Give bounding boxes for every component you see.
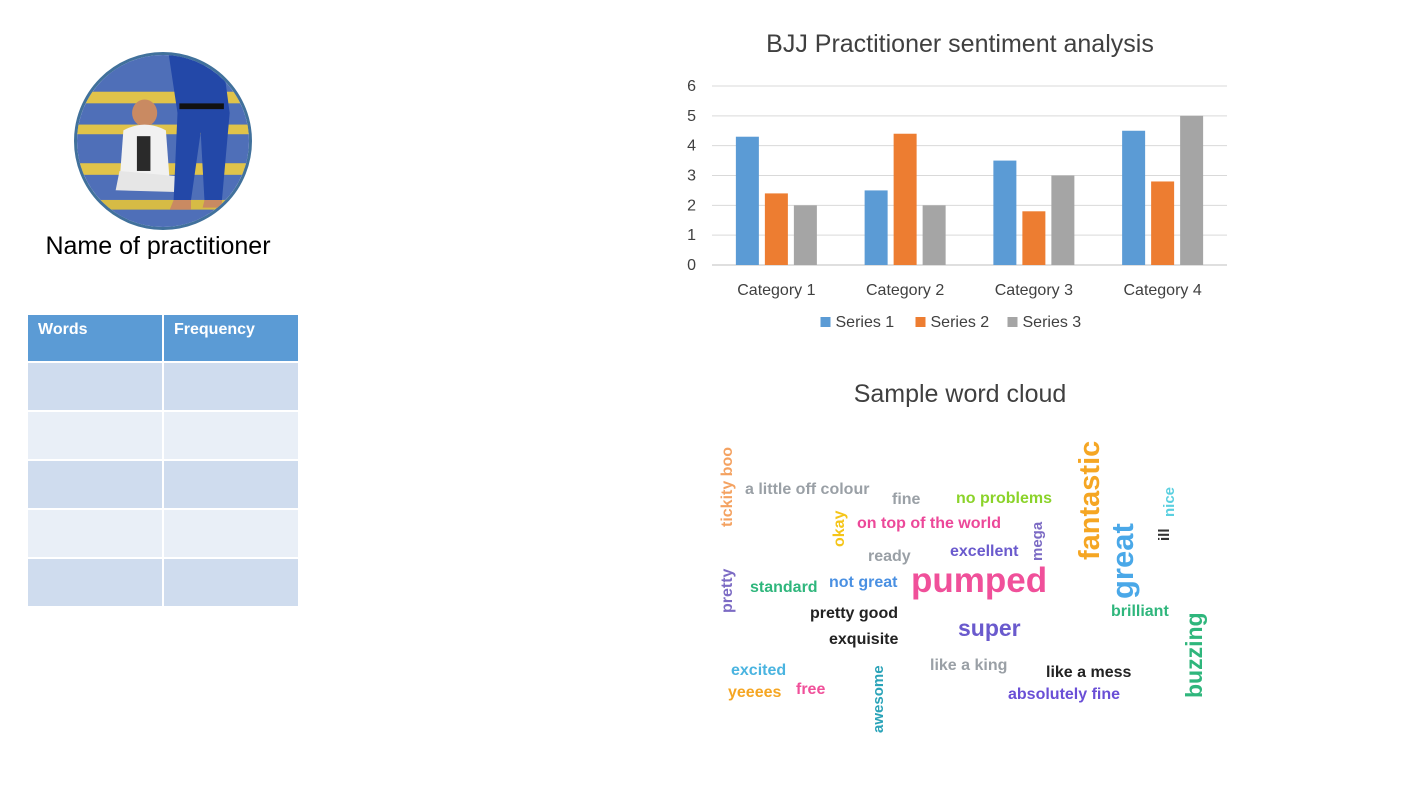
table-header-row: Words Frequency — [26, 313, 300, 363]
y-tick-label: 0 — [687, 257, 696, 274]
table-cell-word[interactable] — [26, 557, 164, 608]
word-cloud-word: pretty — [719, 568, 736, 613]
word-cloud-word: excellent — [950, 543, 1019, 560]
header-words: Words — [26, 313, 164, 363]
word-cloud-word: okay — [831, 510, 848, 547]
word-cloud-word: nice — [1161, 486, 1178, 517]
practitioner-name: Name of practitioner — [45, 232, 271, 260]
table-cell-word[interactable] — [26, 459, 164, 510]
word-cloud-word: fantastic — [1074, 440, 1106, 560]
bar — [735, 136, 759, 265]
table-cell-frequency[interactable] — [162, 557, 300, 608]
bar — [993, 160, 1017, 265]
word-cloud-word: pumped — [911, 561, 1048, 600]
word-frequency-table: Words Frequency — [26, 313, 300, 608]
word-cloud-word: a little off colour — [745, 481, 870, 498]
y-tick-label: 3 — [687, 168, 696, 185]
word-cloud-word: no problems — [956, 490, 1053, 507]
y-tick-label: 6 — [687, 78, 696, 95]
table-cell-word[interactable] — [26, 361, 164, 412]
chart-title: BJJ Practitioner sentiment analysis — [766, 30, 1154, 58]
legend-label: Series 3 — [1023, 314, 1082, 331]
word-cloud-word: free — [796, 681, 826, 698]
table-cell-frequency[interactable] — [162, 459, 300, 510]
y-tick-label: 5 — [687, 108, 696, 125]
table-row — [26, 410, 300, 461]
word-cloud-word: exquisite — [829, 631, 899, 648]
sentiment-bar-chart: 0 1 2 3 4 5 6 Category 1 Category 2 Category 3 Cat… — [687, 78, 1227, 331]
bar — [1122, 130, 1146, 265]
word-cloud-word: fine — [892, 491, 921, 508]
table-cell-word[interactable] — [26, 410, 164, 461]
bar — [1051, 175, 1075, 265]
word-cloud-word: ill — [1156, 528, 1173, 541]
table-row — [26, 508, 300, 559]
x-tick-label: Category 4 — [1123, 282, 1201, 299]
table-cell-frequency[interactable] — [162, 361, 300, 412]
bar — [1022, 211, 1046, 265]
bar — [764, 193, 788, 265]
x-tick-label: Category 3 — [995, 282, 1073, 299]
word-cloud: tickity boo a little off colour fine no pro… — [700, 425, 1240, 745]
word-cloud-word: mega — [1029, 521, 1046, 561]
word-cloud-word: like a king — [930, 657, 1008, 674]
header-frequency: Frequency — [162, 313, 300, 363]
table-row — [26, 459, 300, 510]
y-tick-label: 2 — [687, 197, 696, 214]
x-tick-label: Category 2 — [866, 282, 944, 299]
word-cloud-word: brilliant — [1111, 603, 1169, 620]
word-cloud-word: buzzing — [1181, 612, 1207, 698]
table-cell-frequency[interactable] — [162, 508, 300, 559]
word-cloud-word: pretty good — [810, 605, 898, 622]
legend-swatch — [915, 317, 926, 327]
practitioner-photo-icon — [77, 55, 249, 227]
legend-label: Series 1 — [836, 314, 895, 331]
bar — [1151, 181, 1175, 265]
table-cell-frequency[interactable] — [162, 410, 300, 461]
table-cell-word[interactable] — [26, 508, 164, 559]
bar — [922, 205, 946, 265]
word-cloud-word: on top of the world — [857, 515, 1001, 532]
legend-swatch — [1007, 317, 1018, 327]
word-cloud-word: tickity boo — [719, 446, 736, 527]
word-cloud-word: ready — [868, 548, 911, 565]
legend-label: Series 2 — [931, 314, 990, 331]
legend-swatch — [820, 317, 831, 327]
bar — [1180, 115, 1204, 265]
word-cloud-word: absolutely fine — [1008, 686, 1121, 703]
word-cloud-title: Sample word cloud — [853, 380, 1067, 408]
y-tick-label: 4 — [687, 138, 696, 155]
y-tick-label: 1 — [687, 227, 696, 244]
word-cloud-word: super — [958, 615, 1021, 641]
bar — [893, 133, 917, 265]
word-cloud-word: excited — [731, 662, 787, 679]
word-cloud-word: awesome — [870, 665, 887, 733]
bar — [793, 205, 817, 265]
table-row — [26, 361, 300, 412]
word-cloud-word: like a mess — [1046, 664, 1132, 681]
practitioner-avatar — [74, 52, 252, 230]
word-cloud-word: not great — [829, 574, 898, 591]
word-cloud-word: yeeees — [728, 684, 782, 701]
word-cloud-word: standard — [750, 579, 818, 596]
word-cloud-word: great — [1105, 523, 1140, 599]
bar — [864, 190, 888, 265]
table-row — [26, 557, 300, 608]
x-tick-label: Category 1 — [737, 282, 815, 299]
